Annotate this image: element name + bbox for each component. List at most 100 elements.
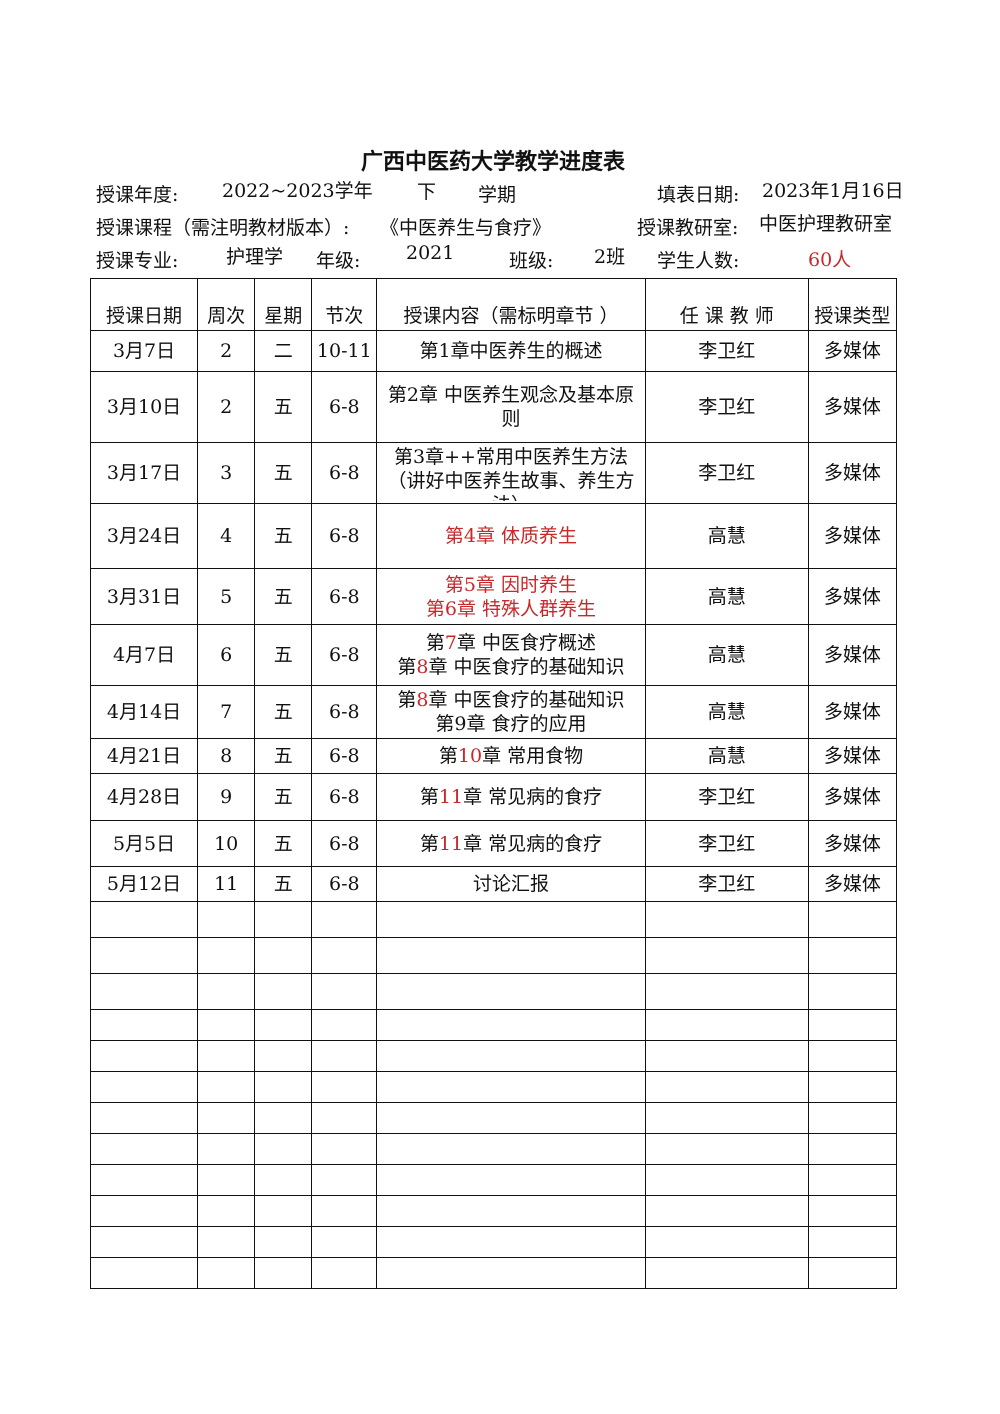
empty-cell: [807, 1164, 898, 1196]
content-segment: 讨论汇报: [472, 873, 549, 895]
empty-cell: [376, 1071, 646, 1103]
empty-cell: [644, 1009, 809, 1041]
content-segment: 10: [457, 745, 483, 767]
empty-cell: [89, 901, 199, 938]
empty-row: [89, 937, 898, 974]
cell-week: 5: [197, 568, 256, 625]
content-segment: 11: [438, 786, 464, 808]
table-row: 3月7日 2 二 10-11 第1章中医养生的概述 李卫红 多媒体: [89, 330, 898, 372]
empty-cell: [89, 1133, 199, 1165]
empty-cell: [197, 1102, 256, 1134]
content-segment: 章 常见病的食疗: [463, 832, 603, 855]
content-segment: 第9章 食疗的应用: [435, 713, 587, 735]
class-label: 班级:: [509, 250, 554, 272]
table-row: 3月31日 5 五 6-8 第5章 因时养生 第6章 特殊人群养生 高慧 多媒体: [89, 568, 898, 625]
empty-cell: [376, 1009, 646, 1041]
empty-cell: [376, 1040, 646, 1072]
empty-cell: [311, 1102, 378, 1134]
empty-cell: [197, 1164, 256, 1196]
empty-row: [89, 1133, 898, 1165]
cell-day: 五: [254, 866, 313, 902]
empty-cell: [807, 1071, 898, 1103]
cell-week: 7: [197, 685, 256, 739]
empty-cell: [89, 973, 199, 1010]
empty-cell: [89, 1195, 199, 1227]
empty-cell: [376, 973, 646, 1010]
content-segment: 第: [438, 745, 458, 767]
schedule-table: 授课日期 周次 星期 节次 授课内容（需标明章节 ）任 课 教 师授课类型 3月7日 2 二 1…: [89, 278, 898, 1289]
empty-cell: [254, 1133, 313, 1165]
empty-cell: [807, 1133, 898, 1165]
empty-cell: [644, 1164, 809, 1196]
content-line: 则: [378, 407, 644, 431]
table-header-row: 授课日期 周次 星期 节次 授课内容（需标明章节 ）任 课 教 师授课类型: [89, 278, 898, 331]
content-lines: 讨论汇报: [378, 872, 644, 896]
empty-cell: [644, 1226, 809, 1258]
empty-cell: [644, 1257, 809, 1289]
cell-teacher: 高慧: [644, 685, 809, 739]
cell-week: 6: [197, 624, 256, 686]
cell-type: 多媒体: [807, 738, 898, 774]
cell-teacher: 高慧: [644, 568, 809, 625]
dept-label: 授课教研室:: [637, 217, 739, 239]
cell-period: 6-8: [311, 773, 378, 821]
empty-cell: [197, 1133, 256, 1165]
content-segment: 章 中医食疗的基础知识: [428, 656, 625, 678]
cell-period: 10-11: [311, 330, 378, 372]
content-segment: 章 中医食疗的基础知识: [428, 689, 625, 711]
empty-cell: [197, 973, 256, 1010]
cell-date: 4月14日: [89, 685, 199, 739]
cell-teacher: 李卫红: [644, 330, 809, 372]
empty-cell: [311, 1040, 378, 1072]
cell-date: 4月21日: [89, 738, 199, 774]
content-segment: 第3章++常用中医养生方法: [394, 446, 628, 468]
content-lines: 第8章 中医食疗的基础知识 第9章 食疗的应用: [378, 688, 644, 736]
cell-content: 讨论汇报: [376, 866, 646, 902]
content-line: 第3章++常用中医养生方法: [378, 445, 644, 469]
cell-type: 多媒体: [807, 820, 898, 867]
content-lines: 第4章 体质养生: [378, 524, 644, 548]
empty-cell: [197, 937, 256, 974]
empty-row: [89, 1040, 898, 1072]
empty-cell: [644, 973, 809, 1010]
empty-cell: [644, 1071, 809, 1103]
year-label: 授课年度:: [96, 184, 179, 206]
cell-period: 6-8: [311, 371, 378, 443]
empty-cell: [311, 1164, 378, 1196]
content-segment: 第5章 因时养生: [444, 573, 578, 596]
empty-cell: [254, 1040, 313, 1072]
content-line: 第6章 特殊人群养生: [378, 597, 644, 621]
cell-period: 6-8: [311, 503, 378, 569]
empty-cell: [89, 937, 199, 974]
cell-day: 五: [254, 624, 313, 686]
cell-teacher: 李卫红: [644, 442, 809, 504]
cell-date: 3月10日: [89, 371, 199, 443]
fill-date-label: 填表日期:: [657, 184, 740, 206]
term-label: 学期: [478, 184, 517, 206]
content-segment: 第: [397, 689, 417, 711]
cell-day: 五: [254, 371, 313, 443]
content-line: 第8章 中医食疗的基础知识: [378, 655, 644, 679]
content-lines: 第11章 常见病的食疗: [378, 785, 644, 809]
empty-cell: [807, 901, 898, 938]
empty-cell: [311, 937, 378, 974]
cell-content: 第5章 因时养生 第6章 特殊人群养生: [376, 568, 646, 625]
cell-period: 6-8: [311, 738, 378, 774]
content-line: （讲好中医养生故事、养生方: [378, 469, 644, 493]
empty-cell: [89, 1226, 199, 1258]
content-line: 第11章 常见病的食疗: [378, 832, 644, 856]
cell-week: 3: [197, 442, 256, 504]
cell-content: 第11章 常见病的食疗: [376, 820, 646, 867]
cell-type: 多媒体: [807, 685, 898, 739]
content-line: 第9章 食疗的应用: [378, 712, 644, 736]
cell-week: 2: [197, 330, 256, 372]
page-title: 广西中医药大学教学进度表: [360, 150, 625, 175]
empty-cell: [254, 937, 313, 974]
cell-teacher: 李卫红: [644, 866, 809, 902]
column-header: 授课内容（需标明章节 ）: [376, 278, 646, 331]
course-label: 授课课程（需注明教材版本）:: [96, 217, 350, 239]
cell-day: 五: [254, 738, 313, 774]
cell-content: 第8章 中医食疗的基础知识 第9章 食疗的应用: [376, 685, 646, 739]
cell-period: 6-8: [311, 624, 378, 686]
cell-day: 二: [254, 330, 313, 372]
